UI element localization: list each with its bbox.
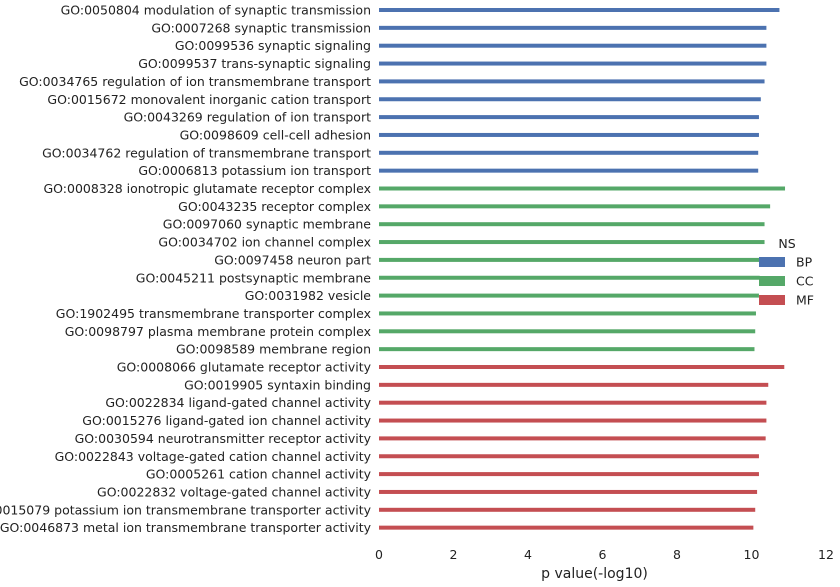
bar-go-0050804 [379, 8, 780, 12]
x-tick-label: 12 [818, 547, 834, 562]
bar-go-0099537 [379, 61, 767, 66]
y-tick-label: GO:0099536 synaptic signaling [175, 38, 371, 53]
bar-go-0015276 [379, 418, 767, 423]
y-tick-label: GO:0034765 regulation of ion transmembra… [19, 74, 371, 89]
y-tick-label: GO:0007268 synaptic transmission [151, 20, 371, 35]
bar-go-0097458 [379, 257, 761, 262]
x-tick-label: 4 [524, 547, 532, 562]
bar-go-0007268 [379, 25, 767, 30]
bar-go-0043235 [379, 204, 771, 209]
x-tick-label: 10 [744, 547, 760, 562]
y-tick-label: GO:1902495 transmembrane transporter com… [56, 306, 371, 321]
y-tick-label: GO:0019905 syntaxin binding [184, 377, 371, 392]
y-tick-label: GO:0006813 potassium ion transport [138, 163, 371, 178]
y-tick-label: GO:0097060 synaptic membrane [163, 217, 372, 232]
bar-go-0046873 [379, 525, 754, 530]
bar-go-0008328 [379, 186, 786, 191]
y-tick-label: GO:0034762 regulation of transmembrane t… [42, 145, 371, 160]
y-tick-label: GO:0008328 ionotropic glutamate receptor… [44, 181, 372, 196]
y-tick-label: GO:0098609 cell-cell adhesion [180, 127, 371, 142]
x-tick-label: 0 [375, 547, 383, 562]
x-axis-label: p value(-log10) [541, 566, 648, 582]
legend-label-mf: MF [796, 293, 814, 308]
bar-go-0097060 [379, 222, 765, 227]
legend-label-cc: CC [796, 274, 814, 289]
bar-go-0006813 [379, 168, 759, 173]
bar-go-0043269 [379, 115, 759, 120]
bar-go-0030594 [379, 436, 766, 441]
bar-go-0034702 [379, 240, 765, 245]
y-tick-label: GO:0015079 potassium ion transmembrane t… [0, 502, 372, 517]
legend-swatch-cc [759, 276, 785, 286]
y-tick-label: GO:0022832 voltage-gated channel activit… [97, 484, 372, 499]
y-tick-label: GO:0043235 receptor complex [178, 199, 371, 214]
bar-go-0034762 [379, 150, 759, 155]
y-tick-label: GO:0098589 membrane region [176, 342, 371, 357]
y-tick-label: GO:0022843 voltage-gated cation channel … [55, 449, 372, 464]
bar-go-0008066 [379, 365, 785, 369]
legend: NS BP CC MF [759, 236, 814, 308]
y-tick-label: GO:0043269 regulation of ion transport [124, 110, 372, 125]
y-tick-label: GO:0031982 vesicle [245, 288, 372, 303]
bar-go-0098797 [379, 329, 756, 334]
y-tick-label: GO:0030594 neurotransmitter receptor act… [75, 431, 372, 446]
y-tick-label: GO:0046873 metal ion transmembrane trans… [0, 520, 372, 535]
bar-go-1902495 [379, 311, 756, 316]
x-tick-label: 8 [673, 547, 681, 562]
bar-go-0098589 [379, 347, 755, 352]
x-tick-label: 6 [599, 547, 607, 562]
bar-go-0022834 [379, 400, 767, 405]
bar-go-0045211 [379, 275, 760, 280]
bar-go-0015079 [379, 507, 756, 512]
y-tick-labels: GO:0050804 modulation of synaptic transm… [0, 3, 372, 536]
y-tick-label: GO:0098797 plasma membrane protein compl… [65, 324, 371, 339]
bar-go-0098609 [379, 132, 759, 137]
bar-go-0099536 [379, 43, 767, 48]
y-tick-label: GO:0022834 ligand-gated channel activity [105, 395, 371, 410]
legend-entries: BP CC MF [759, 255, 814, 308]
bar-go-0019905 [379, 382, 769, 387]
bars-layer [379, 8, 786, 530]
y-tick-label: GO:0097458 neuron part [214, 252, 371, 267]
y-tick-label: GO:0005261 cation channel activity [146, 467, 372, 482]
y-tick-label: GO:0015672 monovalent inorganic cation t… [47, 92, 371, 107]
y-tick-label: GO:0045211 postsynaptic membrane [136, 270, 372, 285]
x-tick-label: 2 [450, 547, 458, 562]
legend-label-bp: BP [796, 255, 813, 270]
y-tick-label: GO:0050804 modulation of synaptic transm… [61, 3, 371, 18]
legend-swatch-bp [759, 257, 785, 267]
legend-title: NS [778, 236, 795, 251]
y-tick-label: GO:0008066 glutamate receptor activity [117, 360, 372, 375]
bar-go-0031982 [379, 293, 759, 298]
bar-go-0005261 [379, 472, 759, 477]
y-tick-label: GO:0034702 ion channel complex [158, 235, 371, 250]
x-tick-labels: 0 2 4 6 8 10 12 [375, 547, 834, 562]
bar-go-0022832 [379, 489, 758, 494]
bar-go-0034765 [379, 79, 765, 84]
bar-go-0015672 [379, 97, 761, 102]
bar-go-0022843 [379, 454, 759, 459]
legend-swatch-mf [759, 295, 785, 305]
y-tick-label: GO:0099537 trans-synaptic signaling [138, 56, 371, 71]
y-tick-label: GO:0015276 ligand-gated ion channel acti… [82, 413, 371, 428]
